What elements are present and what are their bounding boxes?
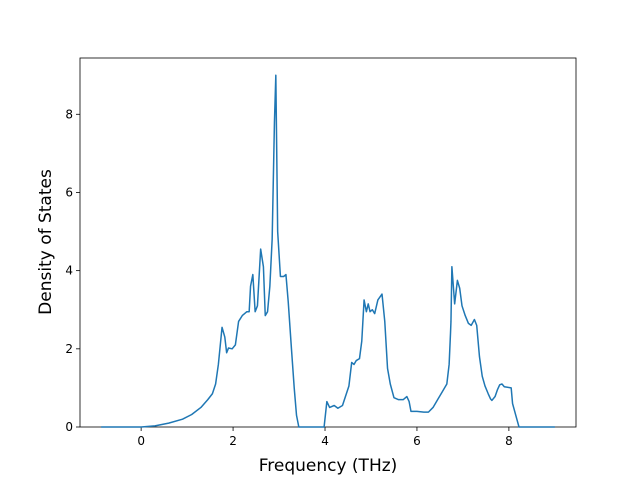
y-tick-label: 4 [65,264,73,278]
x-tick-label: 6 [413,434,421,448]
y-tick-label: 0 [65,420,73,434]
x-tick-label: 8 [505,434,513,448]
x-tick-label: 4 [321,434,329,448]
axes-frame [79,57,577,428]
y-tick-label: 8 [65,107,73,121]
x-axis-label: Frequency (THz) [259,456,398,476]
y-axis-label: Density of States [36,169,56,315]
x-tick-label: 0 [137,434,145,448]
y-tick-label: 2 [65,342,73,356]
y-tick-label: 6 [65,185,73,199]
x-tick-label: 2 [229,434,237,448]
line-series [101,74,555,428]
